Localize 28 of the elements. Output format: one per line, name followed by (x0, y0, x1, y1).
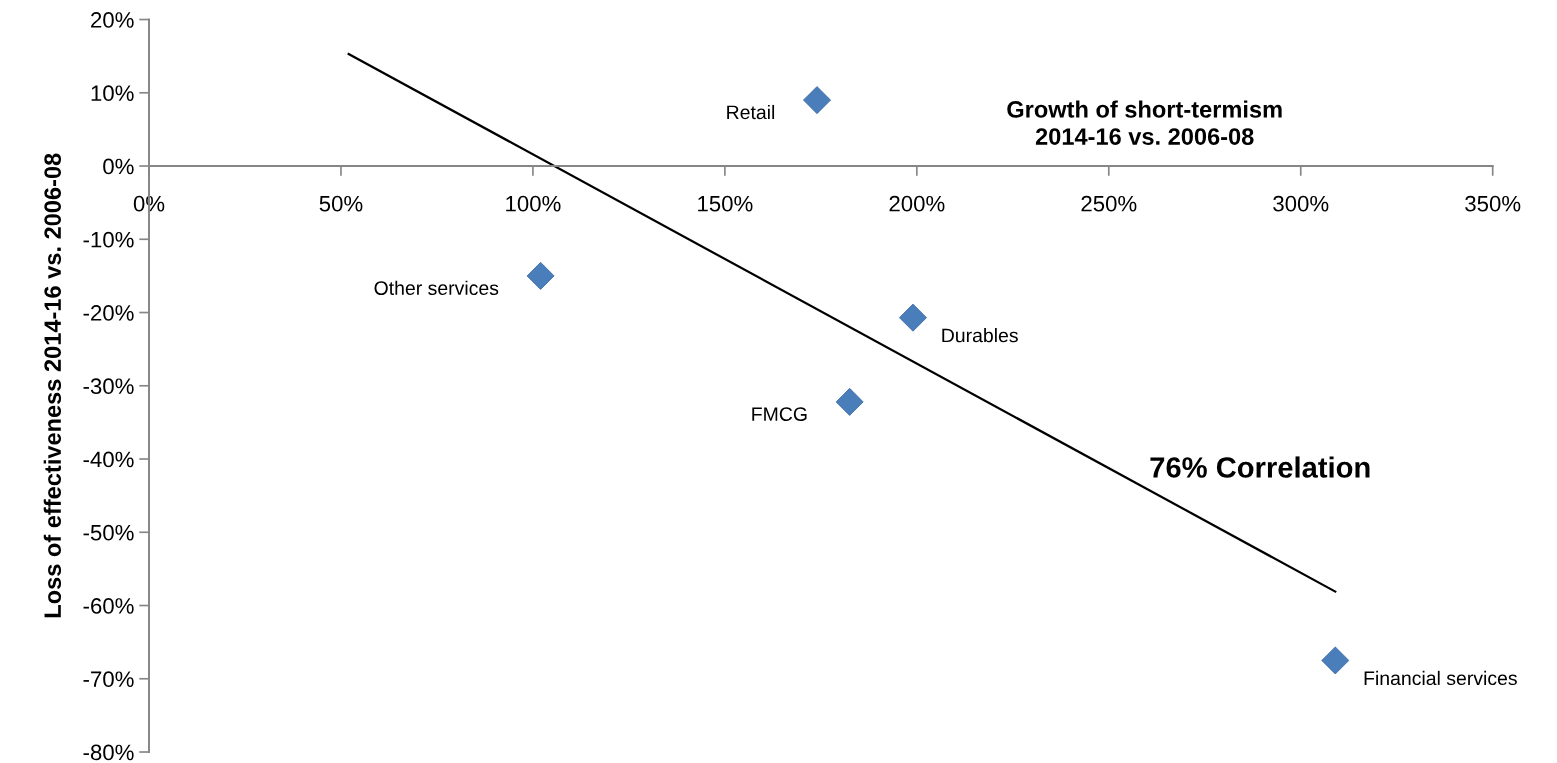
annotation: Retail (727, 104, 775, 120)
y-tick-label: -10% (83, 231, 134, 248)
y-tick-label: -60% (83, 598, 134, 614)
annotation: Durables (942, 328, 1018, 343)
point (803, 86, 831, 115)
y-tick-label: -30% (83, 378, 134, 395)
annotation: Other services (374, 280, 499, 296)
y-tick-label: 0% (103, 158, 134, 175)
y-tick-label: -20% (83, 305, 134, 321)
x-tick-label: 50% (319, 195, 363, 212)
x-tick-label: 0% (133, 195, 165, 212)
x-tick-label: 100% (506, 195, 561, 212)
y-tick-label: -50% (83, 524, 134, 541)
annotation: 76% Correlation (1150, 456, 1370, 478)
x-tick-label: 350% (1465, 195, 1521, 212)
y-tick-label: 10% (91, 85, 134, 102)
x-tick-label: 300% (1273, 195, 1329, 212)
y-tick-label: -80% (83, 744, 134, 761)
x-axis-title: Growth of short-termism 2014-16 vs. 2006-08 (1007, 100, 1282, 145)
y-tick-label: -70% (83, 671, 134, 688)
y-tick-label: -40% (83, 451, 134, 468)
y-axis-title: Loss of effectiveness 2014-16 vs. 2006-08 (43, 153, 62, 618)
y-tick-label: 20% (91, 12, 134, 28)
x-tick-label: 200% (889, 195, 945, 212)
x-tick-label: 150% (698, 195, 753, 212)
x-tick-label: 250% (1081, 195, 1137, 212)
annotation: FMCG (752, 407, 807, 421)
annotation: Financial services (1364, 670, 1517, 686)
